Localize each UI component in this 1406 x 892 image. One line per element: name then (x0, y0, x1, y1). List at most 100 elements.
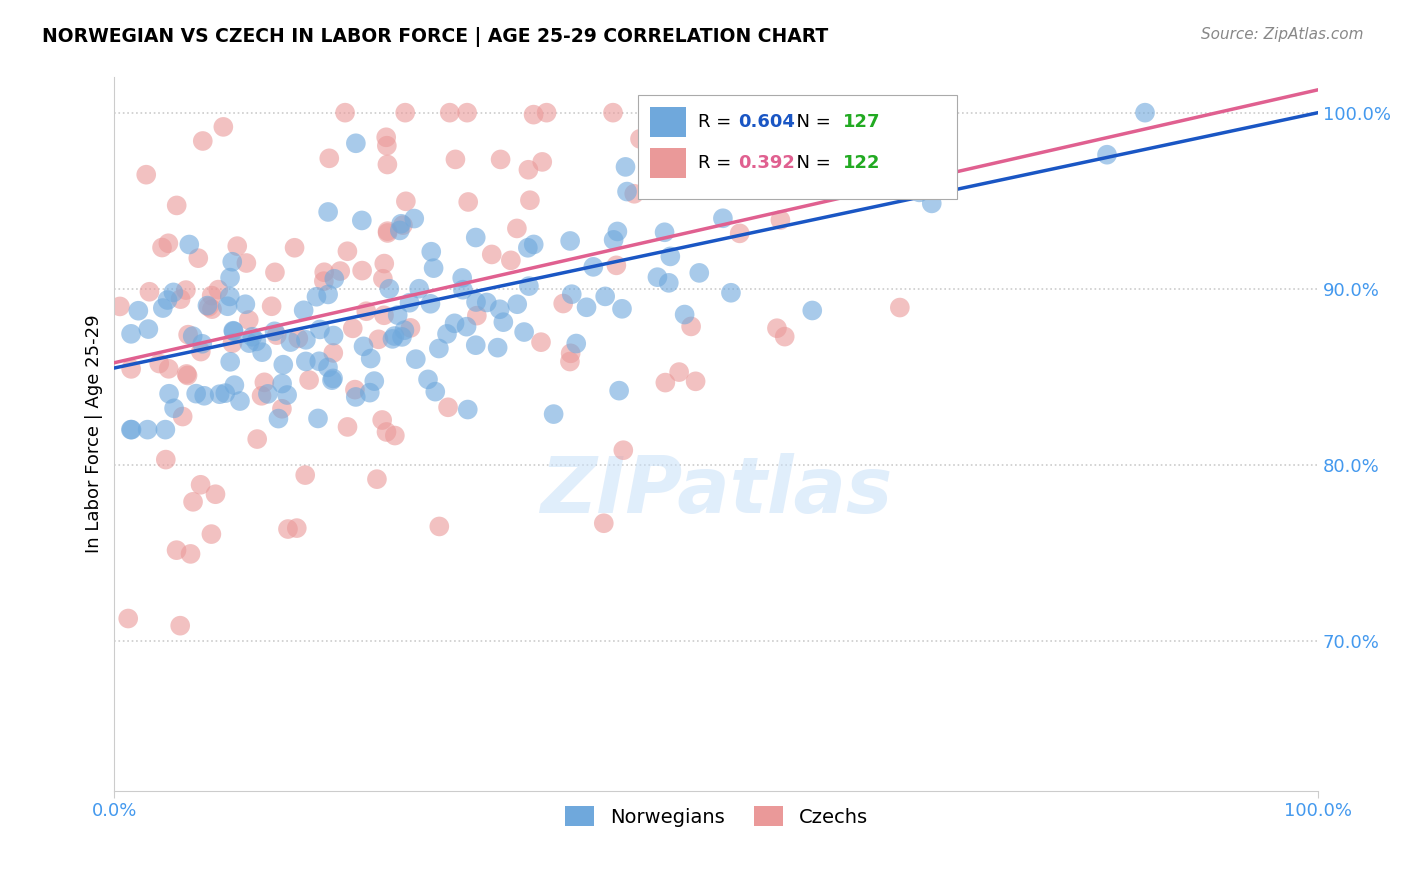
Point (464, 338, 486, 352)
Point (117, 611, 139, 625)
Point (766, 321, 789, 335)
Point (488, 302, 510, 317)
Point (155, 423, 177, 437)
Point (389, 217, 412, 231)
Point (316, 360, 339, 375)
Point (744, 105, 766, 120)
Text: 0.604: 0.604 (738, 113, 794, 131)
Point (456, 105, 478, 120)
Point (612, 443, 634, 458)
Point (221, 254, 243, 268)
Point (384, 428, 406, 442)
Point (818, 122, 841, 136)
Point (235, 297, 257, 311)
Point (121, 423, 143, 437)
Point (614, 160, 637, 174)
Point (377, 224, 399, 238)
Point (276, 388, 298, 402)
Point (443, 316, 465, 330)
Point (190, 344, 212, 359)
Point (711, 211, 734, 226)
Point (560, 346, 582, 360)
Point (336, 420, 359, 434)
Point (801, 303, 824, 318)
Point (392, 218, 415, 232)
Point (180, 547, 202, 561)
Point (260, 299, 283, 313)
Point (883, 181, 905, 195)
Point (523, 237, 546, 252)
Point (465, 295, 488, 310)
Point (187, 251, 209, 265)
Point (371, 271, 394, 285)
Point (322, 328, 344, 343)
Point (377, 226, 399, 240)
Bar (650, 148, 686, 178)
Point (201, 288, 224, 302)
Point (344, 390, 367, 404)
Point (593, 289, 616, 303)
Point (266, 328, 288, 343)
Text: 127: 127 (842, 113, 880, 131)
Point (221, 336, 243, 351)
Point (238, 336, 260, 351)
Point (492, 315, 515, 329)
Point (530, 335, 553, 350)
Point (363, 374, 385, 388)
Point (235, 256, 257, 270)
Point (408, 282, 430, 296)
Point (658, 276, 681, 290)
Point (387, 308, 409, 322)
Point (201, 302, 224, 317)
Point (384, 329, 406, 343)
Point (218, 289, 240, 303)
Point (120, 362, 142, 376)
Point (224, 378, 246, 392)
Point (419, 297, 441, 311)
Point (561, 287, 583, 301)
Point (427, 342, 450, 356)
Point (280, 335, 302, 350)
Point (486, 341, 509, 355)
Point (108, 300, 131, 314)
Point (356, 304, 378, 318)
Point (212, 120, 235, 134)
Point (208, 387, 231, 401)
Point (191, 336, 214, 351)
Point (654, 376, 676, 390)
Point (316, 205, 339, 219)
Point (329, 264, 352, 278)
Point (908, 186, 931, 200)
Point (179, 237, 201, 252)
Point (720, 285, 742, 300)
Point (464, 230, 486, 244)
Point (373, 256, 395, 270)
Point (592, 516, 614, 531)
Point (271, 376, 294, 391)
Point (681, 319, 703, 334)
Point (673, 308, 696, 322)
Point (582, 260, 605, 274)
Point (190, 477, 212, 491)
Point (420, 244, 443, 259)
Point (342, 321, 364, 335)
Point (425, 384, 447, 399)
Point (250, 345, 273, 359)
Point (308, 354, 330, 368)
Point (602, 105, 624, 120)
Point (277, 522, 299, 536)
Point (250, 389, 273, 403)
Point (219, 270, 242, 285)
Text: R =: R = (699, 154, 737, 172)
Point (405, 352, 427, 367)
Point (457, 194, 479, 209)
Point (628, 132, 651, 146)
Point (204, 487, 226, 501)
Point (298, 373, 321, 387)
Point (416, 372, 439, 386)
Point (668, 365, 690, 379)
Point (148, 357, 170, 371)
Point (307, 411, 329, 425)
Point (177, 327, 200, 342)
Point (292, 303, 315, 318)
